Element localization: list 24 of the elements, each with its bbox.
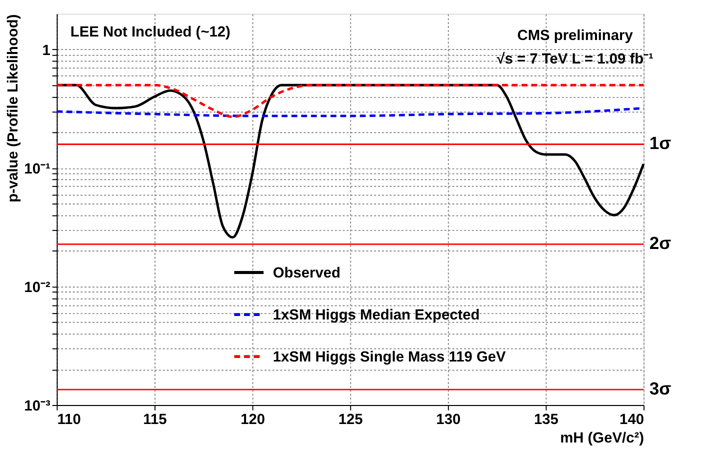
line-series <box>56 84 645 118</box>
ref-line-label: 2σ <box>649 233 672 254</box>
x-tick-label: 120 <box>240 412 266 428</box>
ref-line-label: 3σ <box>649 378 672 398</box>
legend-label: 1xSM Higgs Median Expected <box>272 307 480 324</box>
x-tick-label: 125 <box>338 412 363 428</box>
y-tick-label: 10⁻³ <box>24 398 50 414</box>
annotation: CMS preliminary <box>517 28 634 44</box>
legend-label: Observed <box>272 265 340 282</box>
x-tick-label: 135 <box>534 412 558 428</box>
y-tick-label: 10⁻¹ <box>24 161 50 178</box>
annotation: LEE Not Included (~12) <box>70 24 231 40</box>
y-tick-label: 10⁻² <box>24 280 50 296</box>
x-axis-title: mH (GeV/c²) <box>560 430 644 447</box>
y-axis-title: p-value (Profile Likelihood) <box>5 14 22 202</box>
y-tick-label: 1 <box>42 42 50 59</box>
line-series <box>56 106 645 118</box>
legend-label: 1xSM Higgs Single Mass 119 GeV <box>272 349 506 366</box>
x-tick-label: 110 <box>57 412 81 428</box>
x-tick-label: 130 <box>436 412 461 428</box>
x-tick-label: 140 <box>620 412 644 428</box>
annotation: √s = 7 TeV L = 1.09 fb⁻¹ <box>496 52 654 68</box>
ref-line-label: 1σ <box>649 133 672 154</box>
x-tick-label: 115 <box>143 412 167 428</box>
